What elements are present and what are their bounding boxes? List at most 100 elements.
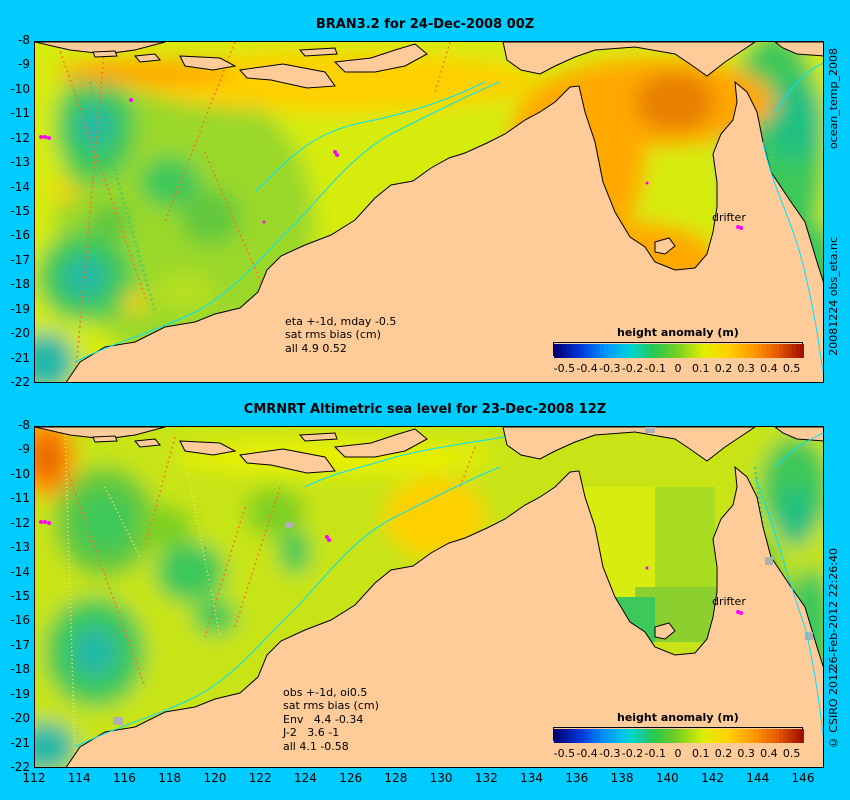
- colorbar-swatch: [783, 344, 788, 358]
- colorbar-swatch: [695, 729, 701, 743]
- panel2-colorbar-gradient: [554, 729, 805, 743]
- colorbar-swatch: [733, 729, 738, 743]
- colorbar-swatch: [612, 344, 618, 358]
- colorbar-swatch: [762, 344, 768, 358]
- colorbar-swatch: [633, 344, 638, 358]
- colorbar-swatch: [741, 344, 747, 358]
- colorbar-swatch: [724, 344, 730, 358]
- panel2-side-label-copyright: © CSIRO 2012: [827, 667, 840, 750]
- lat-tick-label: -18: [10, 662, 30, 677]
- colorbar-swatch: [574, 729, 580, 743]
- colorbar-swatch: [674, 729, 680, 743]
- panel1-side-label-top: ocean_temp_2008: [827, 48, 840, 150]
- colorbar-swatch: [662, 344, 668, 358]
- colorbar-swatch: [620, 344, 626, 358]
- colorbar-swatch: [637, 344, 643, 358]
- colorbar-swatch: [699, 729, 705, 743]
- lat-tick-label: -9: [18, 57, 30, 72]
- colorbar-tick-label: -0.3: [599, 747, 621, 760]
- colorbar-swatch: [745, 729, 751, 743]
- colorbar-swatch: [745, 344, 751, 358]
- colorbar-swatch: [629, 344, 634, 358]
- colorbar-swatch: [654, 729, 659, 743]
- lat-tick-label: -14: [10, 564, 30, 579]
- panel2-note-3: Env 4.4 -0.34: [283, 713, 364, 726]
- colorbar-tick-label: -0.4: [576, 747, 598, 760]
- colorbar-swatch: [704, 729, 709, 743]
- colorbar-swatch: [787, 729, 793, 743]
- lat-tick-label: -8: [18, 33, 30, 47]
- colorbar-swatch: [762, 729, 768, 743]
- colorbar-swatch: [649, 344, 655, 358]
- colorbar-swatch: [566, 344, 572, 358]
- lon-tick-label: 146: [791, 771, 815, 785]
- colorbar-swatch: [774, 729, 780, 743]
- colorbar-swatch: [670, 344, 676, 358]
- lat-tick-label: -14: [10, 179, 30, 194]
- colorbar-swatch: [749, 344, 755, 358]
- colorbar-swatch: [766, 344, 772, 358]
- colorbar-swatch: [720, 344, 726, 358]
- lat-tick-label: -19: [10, 686, 30, 701]
- colorbar-swatch: [758, 729, 763, 743]
- colorbar-swatch: [754, 344, 759, 358]
- colorbar-swatch: [708, 729, 713, 743]
- colorbar-swatch: [612, 729, 618, 743]
- colorbar-swatch: [795, 729, 801, 743]
- lat-tick-label: -12: [10, 515, 30, 530]
- colorbar-swatch: [629, 729, 634, 743]
- colorbar-swatch: [620, 729, 626, 743]
- colorbar-swatch: [683, 729, 688, 743]
- colorbar-swatch: [729, 729, 734, 743]
- colorbar-swatch: [604, 344, 609, 358]
- panel2-lat-axis: -8 -9 -10 -11 -12 -13 -14 -15 -16 -17 -18 -19 -20 -21…: [0, 0, 34, 800]
- colorbar-tick-label: 0.4: [760, 747, 778, 760]
- colorbar-swatch: [641, 344, 647, 358]
- colorbar-swatch: [799, 729, 805, 743]
- colorbar-swatch: [799, 344, 805, 358]
- colorbar-swatch: [687, 729, 693, 743]
- lat-tick-label: -15: [10, 589, 30, 603]
- colorbar-swatch: [579, 729, 584, 743]
- colorbar-swatch: [649, 729, 655, 743]
- lon-tick-label: 134: [520, 771, 544, 785]
- lon-tick-label: 114: [67, 771, 91, 785]
- lat-tick-label: -11: [10, 106, 30, 121]
- lat-tick-label: -9: [18, 442, 30, 457]
- lon-tick-label: 130: [429, 771, 453, 785]
- colorbar-swatch: [737, 344, 743, 358]
- lat-tick-label: -12: [10, 130, 30, 145]
- colorbar-tick-label: -0.1: [644, 747, 666, 760]
- colorbar-tick-label: 0.5: [782, 362, 801, 375]
- colorbar-swatch: [770, 729, 776, 743]
- panel1-colorbar-gradient: [554, 344, 805, 358]
- lon-tick-label: 118: [158, 771, 182, 785]
- colorbar-swatch: [712, 729, 718, 743]
- colorbar-tick-label: -0.1: [644, 362, 666, 375]
- colorbar-swatch: [579, 344, 584, 358]
- colorbar-tick-label: 0.1: [691, 362, 710, 375]
- lat-tick-label: -22: [10, 760, 30, 774]
- lat-tick-label: -11: [10, 491, 30, 506]
- colorbar-swatch: [570, 344, 576, 358]
- lon-tick-label: 116: [113, 771, 136, 785]
- colorbar-swatch: [766, 729, 772, 743]
- colorbar-swatch: [658, 344, 663, 358]
- lon-tick-label: 140: [655, 771, 679, 785]
- colorbar-tick-label: 0.2: [714, 747, 733, 760]
- colorbar-swatch: [595, 344, 601, 358]
- colorbar-swatch: [574, 344, 580, 358]
- colorbar-swatch: [633, 729, 638, 743]
- lon-tick-label: 142: [701, 771, 724, 785]
- lat-tick-label: -19: [10, 301, 30, 316]
- lat-tick-label: -13: [10, 540, 30, 555]
- colorbar-tick-label: -0.5: [553, 747, 576, 760]
- lon-tick-label: 144: [746, 771, 770, 785]
- colorbar-tick-label: -0.2: [621, 362, 644, 375]
- colorbar-swatch: [724, 729, 730, 743]
- panel2-colorbar-title: height anomaly (m): [617, 711, 739, 724]
- colorbar-swatch: [654, 344, 659, 358]
- colorbar-swatch: [708, 344, 713, 358]
- lon-tick-label: 136: [565, 771, 589, 785]
- panel1-note-2: sat rms bias (cm): [285, 328, 381, 341]
